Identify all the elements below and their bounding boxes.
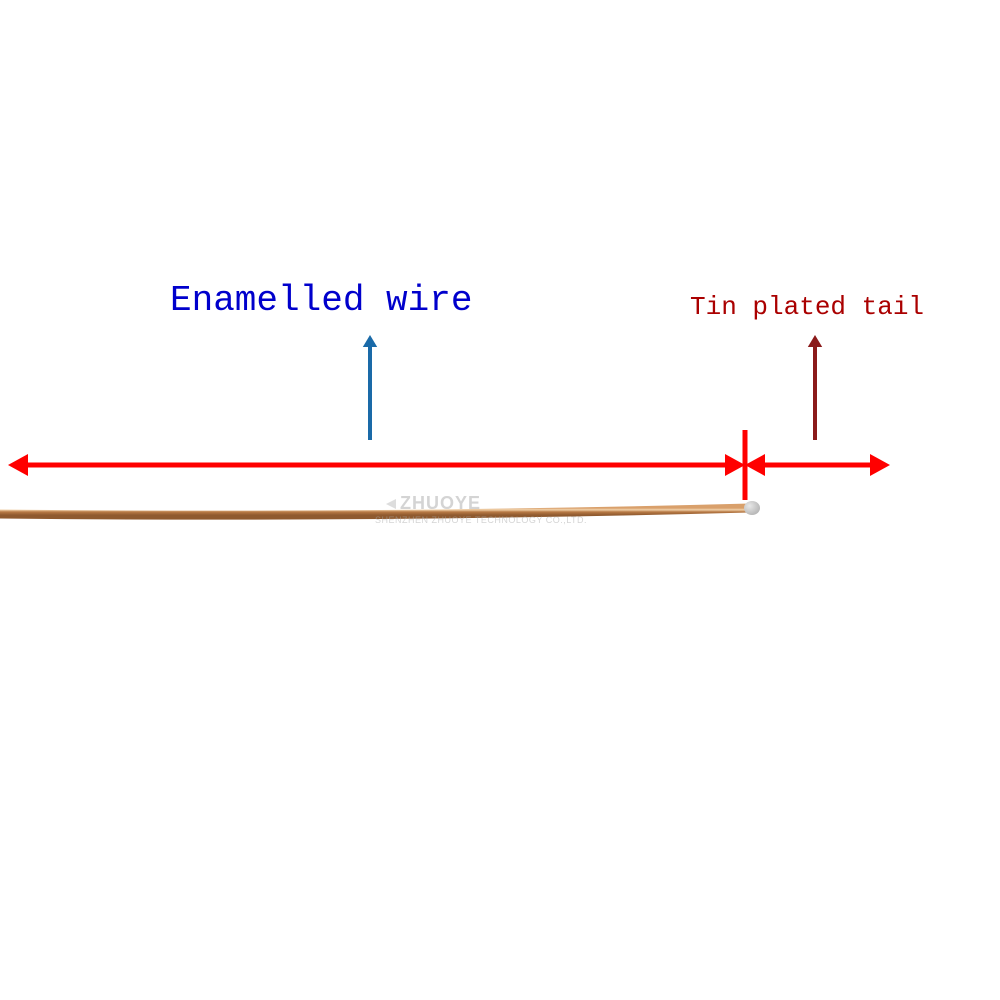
watermark-subtext: SHENZHEN ZHUOYE TECHNOLOGY CO.,LTD. <box>375 515 587 525</box>
pointer-arrow-enamelled-head <box>363 335 377 347</box>
watermark-logo: ZHUOYE <box>400 493 481 514</box>
dimension-arrow-main-head-right <box>725 454 745 476</box>
watermark-chevron-icon <box>386 499 396 509</box>
label-enamelled-wire: Enamelled wire <box>170 280 472 321</box>
pointer-arrow-tin-tail-head <box>808 335 822 347</box>
dimension-arrow-tail-head-left <box>745 454 765 476</box>
diagram-svg <box>0 0 1000 1000</box>
dimension-arrow-main-head-left <box>8 454 28 476</box>
dimension-arrow-tail-head-right <box>870 454 890 476</box>
label-tin-plated-tail: Tin plated tail <box>690 292 924 322</box>
